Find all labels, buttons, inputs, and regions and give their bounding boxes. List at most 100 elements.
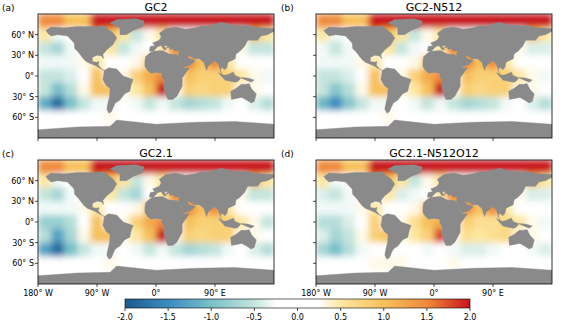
x-tick: [375, 284, 376, 287]
colorbar-tick: [340, 308, 341, 311]
bias-cell: [316, 243, 330, 257]
colorbar-tick: [470, 308, 471, 311]
bias-cell: [434, 256, 448, 270]
bias-cell: [329, 256, 343, 270]
land-mass: [427, 22, 552, 74]
x-tick-label: 90° E: [204, 289, 226, 298]
bias-cell: [460, 229, 474, 243]
bias-field: [38, 14, 274, 138]
y-tick: [35, 96, 38, 97]
bias-cell: [77, 229, 91, 243]
bias-cell: [51, 55, 65, 69]
bias-cell: [539, 201, 552, 215]
bias-cell: [460, 160, 474, 174]
bias-field: [38, 160, 274, 284]
bias-cell: [368, 243, 382, 257]
land-mass: [103, 68, 133, 114]
y-tick: [35, 34, 38, 35]
bias-cell: [90, 97, 104, 111]
bias-cell: [316, 69, 330, 83]
bias-cell: [248, 42, 262, 56]
colorbar-tick: [211, 308, 212, 311]
bias-cell: [539, 55, 552, 69]
land: [38, 165, 274, 284]
colorbar-tick-label: 0.5: [334, 313, 347, 322]
bias-cell: [368, 256, 382, 270]
bias-cell: [51, 243, 65, 257]
bias-cell: [38, 42, 52, 56]
x-tick: [215, 138, 216, 141]
bias-cell: [156, 110, 170, 124]
bias-cell: [329, 42, 343, 56]
bias-cell: [64, 83, 78, 97]
bias-cell: [421, 256, 435, 270]
land-mass: [509, 84, 535, 103]
bias-cell: [248, 201, 262, 215]
land: [316, 165, 552, 284]
land-mass: [316, 120, 552, 138]
bias-cell: [38, 188, 52, 202]
colorbar-tick-label: -0.5: [247, 313, 263, 322]
bias-cell: [447, 14, 461, 28]
land-mass: [316, 266, 552, 284]
bias-cell: [329, 160, 343, 174]
bias-cell: [51, 215, 65, 229]
bias-cell: [248, 55, 262, 69]
bias-cell: [421, 229, 435, 243]
bias-cell: [38, 83, 52, 97]
bias-cell: [64, 243, 78, 257]
bias-cell: [64, 14, 78, 28]
bias-cell: [130, 229, 144, 243]
y-tick: [35, 222, 38, 223]
bias-cell: [51, 229, 65, 243]
y-tick: [313, 117, 316, 118]
y-tick-label: 30° N: [11, 51, 34, 60]
y-tick: [313, 180, 316, 181]
bias-cell: [526, 42, 540, 56]
bias-cell: [208, 83, 222, 97]
bias-cell: [342, 215, 356, 229]
bias-cell: [486, 69, 500, 83]
bias-cell: [421, 110, 435, 124]
bias-cell: [421, 174, 435, 188]
bias-cell: [486, 83, 500, 97]
bias-cell: [143, 83, 157, 97]
bias-cell: [316, 110, 330, 124]
land-mass: [324, 172, 395, 217]
bias-cell: [539, 160, 552, 174]
colorbar-tick: [125, 308, 126, 311]
bias-cell: [182, 229, 196, 243]
bias-cell: [64, 55, 78, 69]
x-tick-label: 90° W: [363, 289, 388, 298]
bias-cell: [395, 188, 409, 202]
bias-cell: [342, 201, 356, 215]
bias-cell: [64, 229, 78, 243]
bias-cell: [195, 229, 209, 243]
bias-cell: [473, 243, 487, 257]
bias-cell: [169, 110, 183, 124]
bias-cell: [130, 42, 144, 56]
land-mass: [103, 214, 133, 260]
bias-cell: [473, 69, 487, 83]
land-mass: [427, 168, 552, 220]
bias-cell: [117, 188, 131, 202]
bias-cell: [447, 160, 461, 174]
bias-cell: [355, 229, 369, 243]
bias-cell: [539, 256, 552, 270]
bias-cell: [143, 243, 157, 257]
bias-cell: [261, 14, 274, 28]
bias-cell: [486, 215, 500, 229]
bias-cell: [38, 243, 52, 257]
x-tick: [97, 138, 98, 141]
bias-cell: [316, 42, 330, 56]
bias-cell: [90, 69, 104, 83]
bias-cell: [90, 110, 104, 124]
bias-cell: [342, 55, 356, 69]
bias-cell: [473, 83, 487, 97]
y-tick: [35, 117, 38, 118]
bias-cell: [64, 97, 78, 111]
bias-cell: [77, 256, 91, 270]
ocean-background: [38, 14, 274, 138]
bias-cell: [261, 69, 274, 83]
ocean-background: [316, 160, 552, 284]
